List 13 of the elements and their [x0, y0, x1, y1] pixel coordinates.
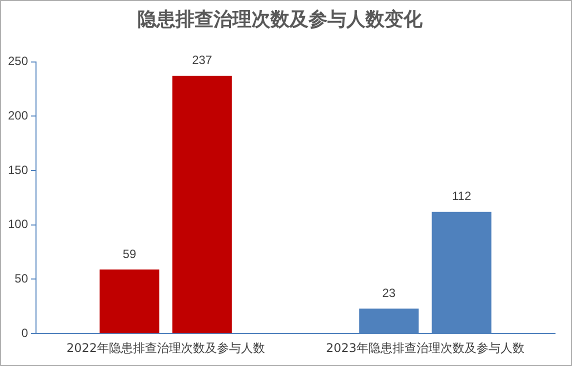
- data-label: 237: [192, 53, 212, 68]
- data-label: 23: [382, 286, 396, 300]
- y-tick-label: 200: [8, 108, 28, 122]
- y-tick-label: 0: [21, 326, 28, 340]
- data-label: 59: [122, 246, 136, 261]
- x-tick-label: 2022年隐患排查治理次数及参与人数: [66, 340, 266, 355]
- y-tick-label: 100: [8, 217, 28, 232]
- data-label: 112: [452, 189, 472, 204]
- y-tick-label: 150: [8, 162, 28, 177]
- x-tick-label: 2023年隐患排查治理次数及参与人数: [326, 340, 525, 355]
- chart-title: 隐患排查治理次数及参与人数变化: [138, 8, 424, 30]
- y-tick-label: 50: [14, 272, 28, 286]
- y-tick-label: 250: [8, 54, 28, 68]
